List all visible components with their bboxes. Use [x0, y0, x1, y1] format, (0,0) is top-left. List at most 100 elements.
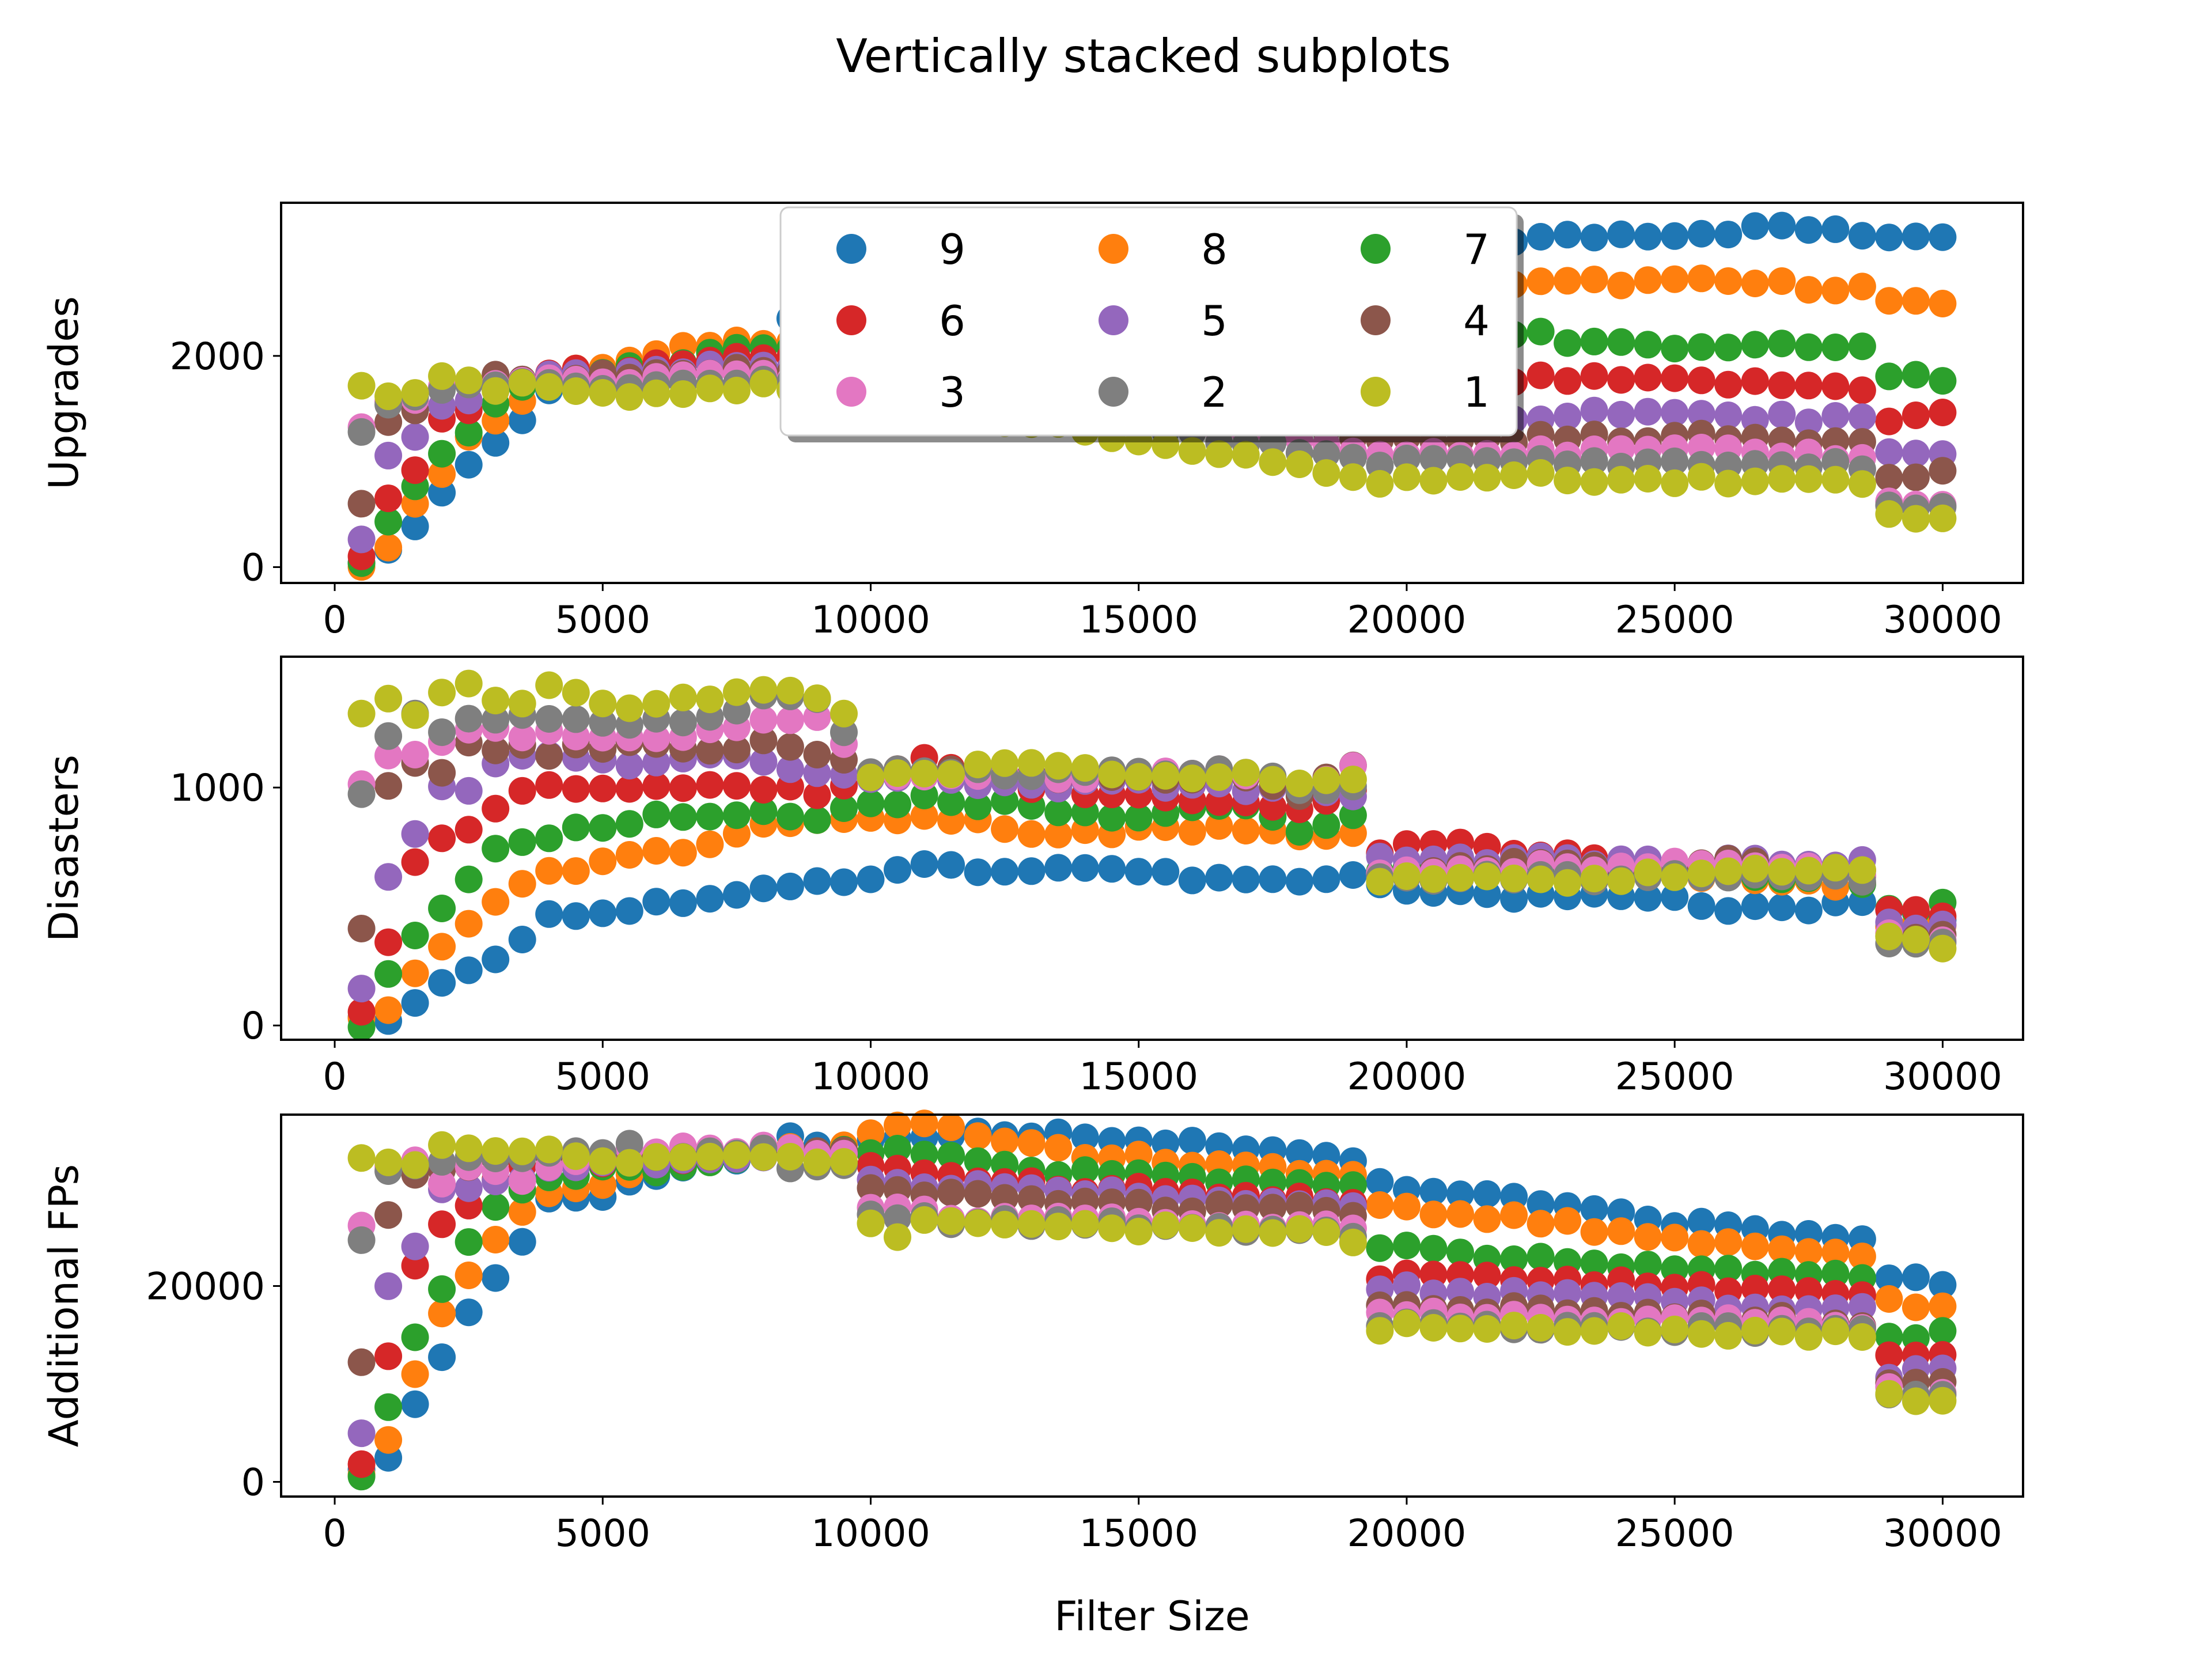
disasters-panel: 0 5000 10000 15000 20000 25000 30000 0 1000 Disas… — [40, 656, 2024, 1099]
data-point — [1044, 798, 1073, 827]
data-point — [482, 1226, 510, 1253]
data-point — [1634, 266, 1662, 294]
data-point — [1929, 1317, 1957, 1345]
data-point — [803, 741, 831, 768]
data-point — [937, 1113, 965, 1141]
data-point — [1500, 1201, 1528, 1229]
data-point — [1446, 863, 1474, 892]
data-point — [1714, 857, 1743, 885]
data-point — [1634, 1251, 1662, 1279]
data-point — [1902, 361, 1930, 389]
data-point — [454, 1134, 483, 1162]
data-point — [937, 851, 965, 879]
legend-marker — [1099, 305, 1128, 335]
data-point — [428, 1131, 456, 1159]
data-point — [428, 1210, 456, 1238]
data-point — [884, 856, 911, 884]
data-point — [722, 377, 751, 404]
legend-marker — [1361, 377, 1391, 407]
data-point — [749, 776, 778, 804]
data-point — [669, 889, 697, 917]
data-point — [401, 1390, 429, 1418]
x-tick-label: 30000 — [1883, 1055, 2002, 1099]
data-point — [1554, 1279, 1582, 1307]
data-point — [1554, 221, 1582, 249]
data-point — [1929, 457, 1957, 485]
data-point — [1500, 1245, 1528, 1273]
legend-marker — [1361, 305, 1391, 335]
data-point — [508, 1198, 536, 1226]
data-point — [1741, 367, 1769, 395]
data-point — [615, 810, 643, 838]
data-point — [803, 1148, 831, 1176]
data-point — [1848, 332, 1876, 361]
data-point — [1848, 222, 1876, 250]
x-axis-label: Filter Size — [1054, 1593, 1249, 1640]
data-point — [1607, 1282, 1635, 1310]
legend-marker — [1099, 377, 1128, 407]
data-point — [1794, 1323, 1823, 1351]
data-point — [1768, 1317, 1796, 1346]
series-1 — [347, 669, 1957, 963]
data-point — [1205, 863, 1233, 892]
x-tick-label: 5000 — [555, 1512, 650, 1555]
data-point — [884, 790, 911, 819]
data-point — [1044, 854, 1073, 882]
x-tick-label: 25000 — [1615, 599, 1734, 642]
data-point — [1044, 820, 1073, 849]
data-point — [374, 1272, 403, 1300]
axes-frame — [280, 1113, 2024, 1498]
data-point — [1661, 335, 1689, 363]
data-point — [991, 858, 1019, 886]
data-point — [1554, 1318, 1582, 1346]
x-tick-label: 10000 — [811, 1055, 930, 1099]
data-point — [1687, 219, 1715, 248]
data-point — [1419, 445, 1448, 473]
data-point — [964, 1180, 992, 1208]
data-point — [347, 1348, 376, 1376]
data-point — [1875, 1285, 1903, 1313]
data-point — [1902, 463, 1930, 491]
data-point — [589, 847, 617, 876]
data-point — [1768, 267, 1796, 295]
data-point — [1768, 400, 1796, 429]
x-tick-label: 25000 — [1615, 1055, 1734, 1099]
data-point — [482, 1137, 510, 1165]
data-point — [991, 1210, 1019, 1238]
data-point — [1580, 865, 1608, 893]
data-point — [1473, 1205, 1501, 1233]
data-point — [1794, 276, 1823, 304]
data-point — [1205, 763, 1233, 791]
data-point — [482, 377, 510, 405]
data-point — [428, 969, 456, 997]
data-point — [964, 858, 992, 887]
data-point — [1848, 1323, 1876, 1351]
data-point — [1419, 1200, 1448, 1229]
data-point — [454, 1228, 483, 1256]
data-point — [642, 690, 671, 718]
y-tick-label: 0 — [241, 1005, 265, 1048]
data-point — [401, 423, 429, 451]
data-point — [535, 373, 563, 401]
data-point — [482, 794, 510, 823]
data-point — [374, 741, 403, 770]
data-point — [1634, 858, 1662, 887]
data-point — [696, 685, 724, 714]
y-axis-label: Additional FPs — [40, 1164, 88, 1447]
legend-label: 6 — [939, 297, 965, 345]
data-point — [1741, 892, 1769, 921]
data-point — [535, 900, 563, 928]
data-point — [1259, 1194, 1287, 1222]
data-point — [1473, 464, 1501, 492]
data-point — [454, 1262, 483, 1289]
y-axis-label: Disasters — [40, 755, 88, 942]
data-point — [535, 671, 563, 699]
data-point — [1821, 334, 1850, 361]
x-tick-label: 30000 — [1883, 1512, 2002, 1555]
data-point — [1393, 862, 1421, 890]
data-point — [535, 771, 563, 799]
x-tick-label: 25000 — [1615, 1512, 1734, 1555]
data-point — [1794, 333, 1823, 361]
data-point — [454, 816, 483, 844]
data-point — [722, 801, 751, 830]
